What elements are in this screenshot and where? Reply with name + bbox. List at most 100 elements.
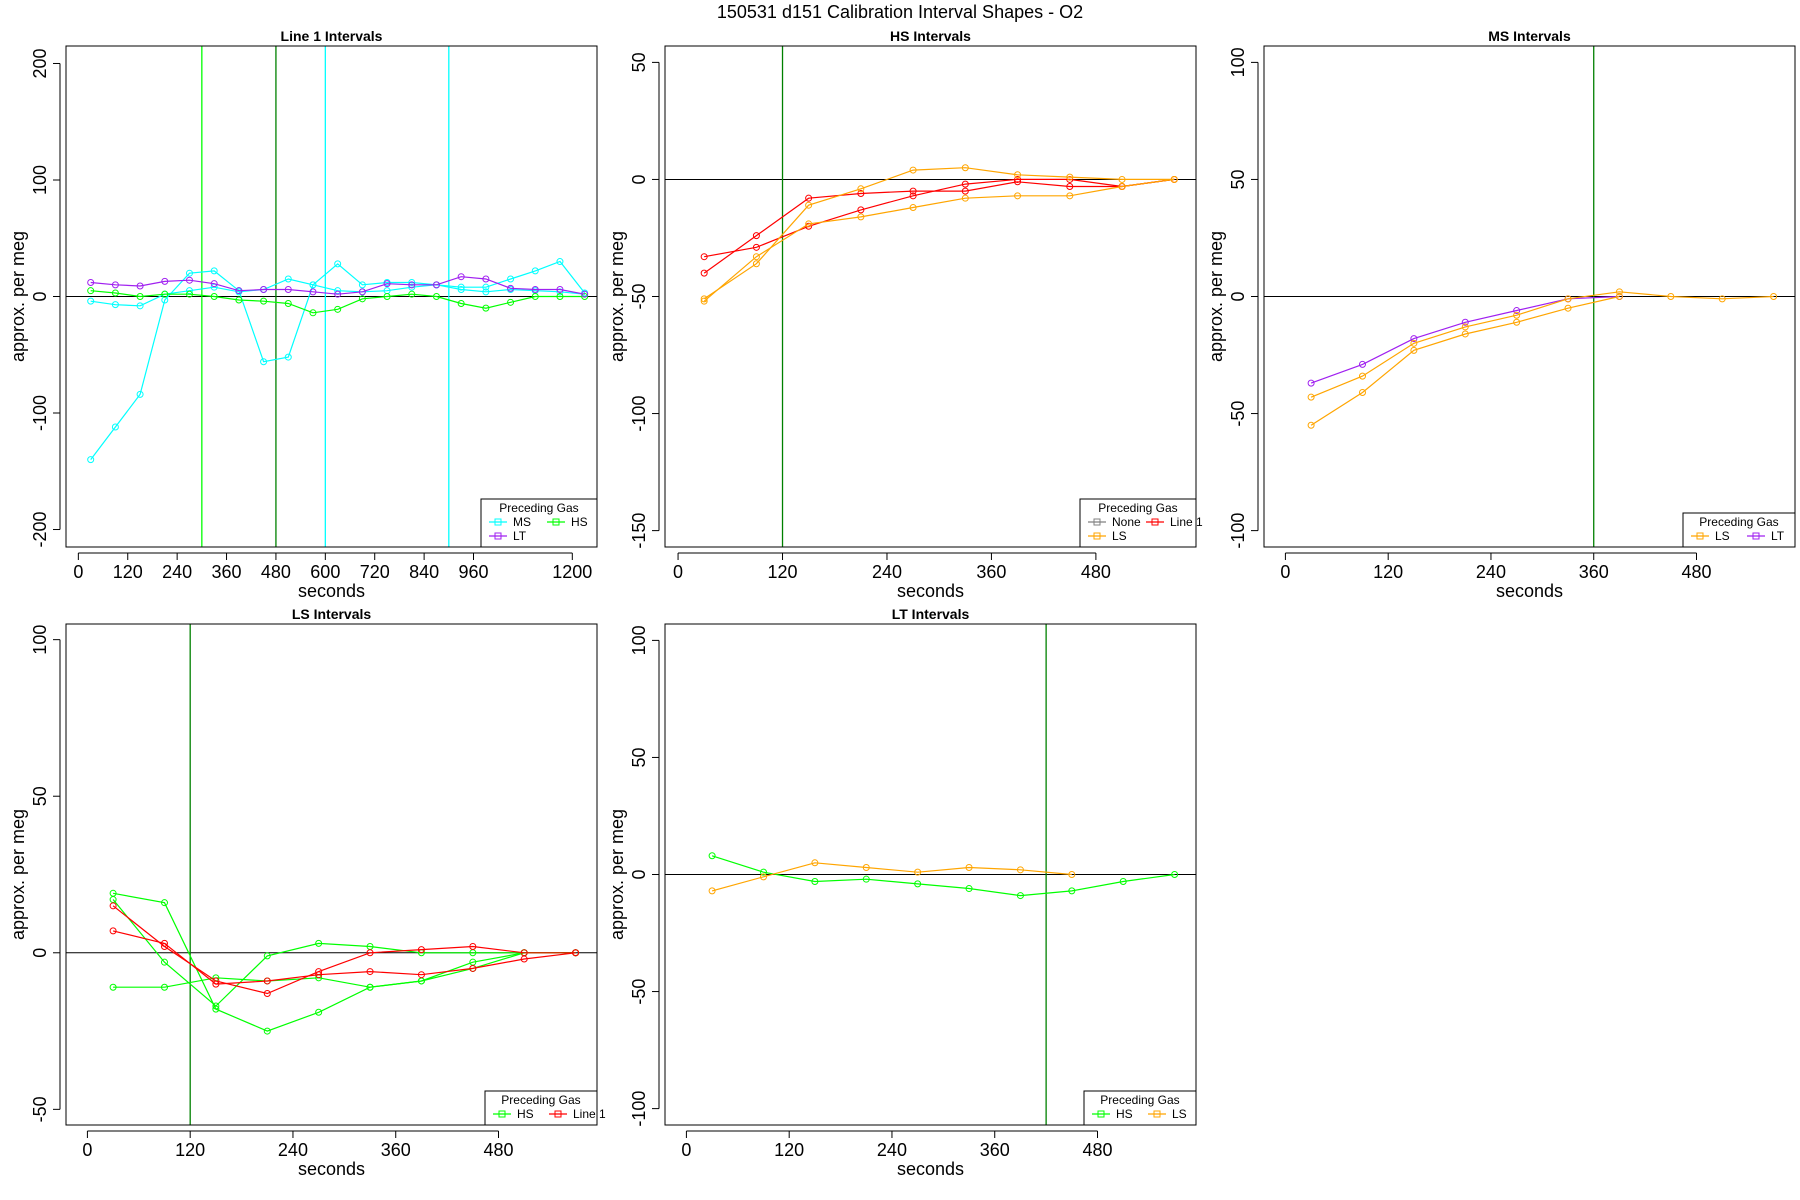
data-point bbox=[1119, 878, 1127, 886]
data-point bbox=[482, 283, 490, 291]
data-point bbox=[383, 280, 391, 288]
data-point bbox=[334, 305, 342, 313]
data-point bbox=[383, 293, 391, 300]
data-point bbox=[408, 290, 416, 298]
y-tick-label: 50 bbox=[629, 52, 649, 72]
y-tick-label: 50 bbox=[1228, 169, 1248, 189]
data-point bbox=[284, 275, 292, 283]
data-point bbox=[1014, 192, 1022, 200]
data-point bbox=[1718, 295, 1726, 303]
legend-marker bbox=[1151, 518, 1159, 526]
data-point bbox=[556, 293, 564, 300]
data-point bbox=[366, 983, 374, 991]
x-tick-label: 720 bbox=[360, 562, 390, 582]
data-point bbox=[111, 289, 119, 297]
y-tick-label: 0 bbox=[629, 174, 649, 184]
y-tick-label: 0 bbox=[1228, 291, 1248, 301]
data-point bbox=[315, 1008, 323, 1016]
data-point bbox=[185, 269, 193, 277]
data-point bbox=[862, 875, 870, 883]
legend-label: HS bbox=[571, 515, 588, 529]
data-point bbox=[909, 187, 917, 195]
x-tick-label: 240 bbox=[278, 1140, 308, 1160]
data-point bbox=[1118, 175, 1126, 183]
x-tick-label: 480 bbox=[1681, 562, 1711, 582]
data-point bbox=[961, 187, 969, 195]
y-tick-label: 100 bbox=[30, 165, 50, 195]
data-point bbox=[1358, 388, 1366, 396]
data-point bbox=[1564, 304, 1572, 312]
legend-label: MS bbox=[513, 515, 531, 529]
legend-box bbox=[484, 1090, 598, 1126]
y-tick-label: -50 bbox=[629, 979, 649, 1005]
x-tick-label: 240 bbox=[872, 562, 902, 582]
data-point bbox=[531, 267, 539, 275]
data-point bbox=[1307, 421, 1315, 429]
data-point bbox=[263, 977, 271, 985]
data-point bbox=[811, 878, 819, 886]
data-point bbox=[1066, 173, 1074, 181]
y-axis-label: approx. per meg bbox=[1206, 231, 1226, 362]
x-tick-label: 0 bbox=[73, 562, 83, 582]
data-point bbox=[507, 275, 515, 283]
panel-title: Line 1 Intervals bbox=[281, 28, 383, 44]
plot-frame bbox=[1263, 45, 1796, 548]
series-line bbox=[112, 905, 576, 995]
data-point bbox=[87, 287, 95, 295]
data-point bbox=[1667, 293, 1675, 300]
data-point bbox=[805, 220, 813, 228]
data-point bbox=[111, 423, 119, 431]
data-point bbox=[358, 281, 366, 289]
legend-box bbox=[1682, 512, 1796, 548]
data-point bbox=[708, 852, 716, 860]
panel-title: HS Intervals bbox=[890, 28, 971, 44]
data-point bbox=[1307, 393, 1315, 401]
data-point bbox=[111, 281, 119, 289]
data-point bbox=[408, 283, 416, 291]
data-point bbox=[556, 288, 564, 296]
x-tick-label: 240 bbox=[1476, 562, 1506, 582]
data-point bbox=[87, 279, 95, 287]
data-point bbox=[136, 302, 144, 310]
x-tick-label: 360 bbox=[212, 562, 242, 582]
series-line bbox=[90, 260, 586, 460]
data-point bbox=[1068, 871, 1076, 878]
legend-label: HS bbox=[1116, 1107, 1133, 1121]
panels: Line 1 Intervals 0 120 240 360 480 600 720 840 96… bbox=[8, 28, 1796, 1179]
data-point bbox=[1410, 346, 1418, 354]
data-point bbox=[263, 989, 271, 997]
data-point bbox=[185, 276, 193, 284]
data-point bbox=[469, 943, 477, 951]
chart-panel: MS Intervals 0 120 240 360 480 seconds -100 -50 0… bbox=[1206, 28, 1796, 601]
data-point bbox=[1066, 175, 1074, 183]
x-tick-label: 240 bbox=[162, 562, 192, 582]
data-point bbox=[811, 859, 819, 867]
data-point bbox=[185, 290, 193, 298]
y-tick-label: -100 bbox=[629, 396, 649, 432]
data-point bbox=[1014, 171, 1022, 179]
chart-panel: LT Intervals 0 120 240 360 480 seconds -100 -50 0… bbox=[607, 606, 1197, 1179]
series-line bbox=[112, 930, 576, 985]
data-point bbox=[914, 880, 922, 888]
data-point bbox=[1513, 318, 1521, 326]
data-point bbox=[909, 192, 917, 200]
series-line bbox=[113, 952, 576, 988]
data-point bbox=[759, 868, 767, 876]
x-tick-label: 120 bbox=[767, 562, 797, 582]
plot-frame bbox=[65, 45, 598, 548]
legend-title: Preceding Gas bbox=[1098, 501, 1177, 515]
data-point bbox=[965, 863, 973, 871]
legend-label: LS bbox=[1715, 529, 1730, 543]
panel-title: MS Intervals bbox=[1488, 28, 1571, 44]
data-point bbox=[1014, 178, 1022, 186]
y-tick-label: 0 bbox=[30, 948, 50, 958]
plot-frame bbox=[65, 623, 598, 1126]
y-tick-label: 50 bbox=[629, 747, 649, 767]
data-point bbox=[260, 286, 268, 294]
series-line bbox=[112, 892, 576, 1032]
series-line bbox=[1310, 295, 1620, 426]
data-point bbox=[309, 281, 317, 289]
legend-box bbox=[480, 498, 598, 548]
